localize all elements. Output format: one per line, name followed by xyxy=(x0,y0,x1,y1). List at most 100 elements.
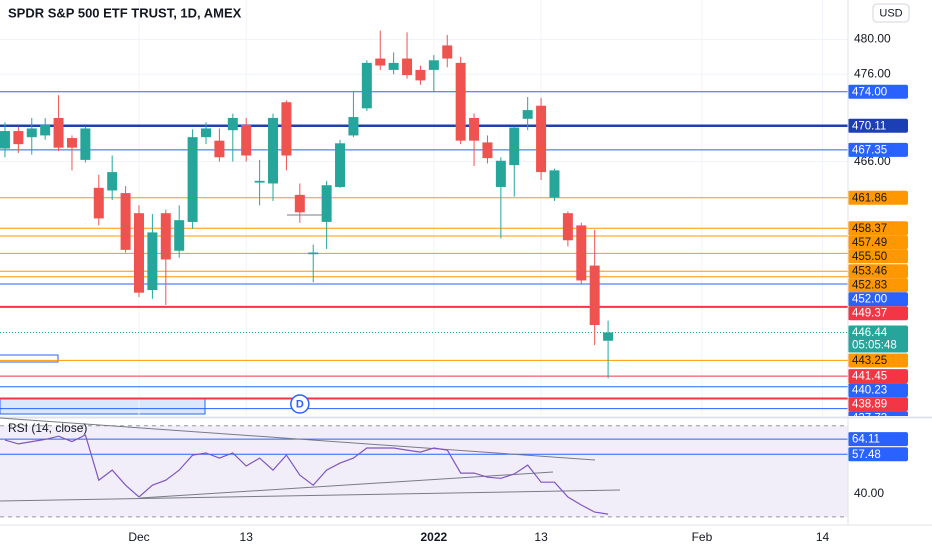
level-label: 57.48 xyxy=(852,449,881,461)
level-label: 470.11 xyxy=(852,120,886,132)
level-label-box xyxy=(848,353,908,368)
level-label-box xyxy=(848,447,908,462)
candle-body xyxy=(40,124,51,136)
currency-button[interactable] xyxy=(872,3,910,23)
y-tick-label: 466.00 xyxy=(854,154,891,168)
level-label: 474.00 xyxy=(852,86,887,98)
x-tick-label: Dec xyxy=(128,530,149,544)
level-label: 449.37 xyxy=(852,308,887,320)
candle-body xyxy=(174,220,185,251)
level-label: 453.46 xyxy=(852,266,887,278)
candle-body xyxy=(80,128,91,160)
candle-body xyxy=(294,194,305,213)
level-label-box xyxy=(848,264,908,279)
candle-body xyxy=(321,185,332,222)
candle-body xyxy=(348,117,359,136)
drawing-trendline xyxy=(0,489,621,502)
candle-body xyxy=(442,45,453,59)
drawing-rectangle xyxy=(0,354,59,363)
candle-body xyxy=(268,117,279,184)
level-label-box xyxy=(848,235,908,250)
level-label-box xyxy=(848,84,908,99)
level-label: 443.25 xyxy=(852,355,887,367)
level-label: 452.00 xyxy=(852,294,887,306)
level-label: 452.83 xyxy=(852,280,887,292)
level-label-box xyxy=(848,397,908,412)
candle-body xyxy=(576,225,587,281)
pane-cover xyxy=(0,416,932,550)
dividend-marker-label: D xyxy=(296,398,304,410)
candle-body xyxy=(201,128,212,138)
x-tick-label: Feb xyxy=(692,530,713,544)
candle-body xyxy=(281,102,292,156)
level-label-box xyxy=(848,118,908,133)
level-label: 458.37 xyxy=(852,223,887,235)
candle-body xyxy=(0,131,10,149)
level-label: 467.35 xyxy=(852,144,887,156)
candle-body xyxy=(495,160,506,187)
candle-body xyxy=(589,265,600,326)
candle-body xyxy=(133,213,144,293)
candle-body xyxy=(26,128,37,138)
countdown-label: 05:05:48 xyxy=(852,340,897,352)
candle-body xyxy=(402,58,413,76)
y-tick-label: 480.00 xyxy=(854,31,891,45)
x-tick-label: 13 xyxy=(534,530,548,544)
candle-body xyxy=(562,213,573,241)
drawing-trendline xyxy=(0,417,596,461)
level-label: 438.89 xyxy=(852,399,887,411)
candle-body xyxy=(160,213,171,260)
level-label-box xyxy=(848,190,908,205)
level-label-box xyxy=(848,306,908,321)
level-label-box xyxy=(848,369,908,384)
dividend-marker xyxy=(290,394,310,414)
level-label-box xyxy=(848,278,908,293)
x-tick-label: 13 xyxy=(240,530,254,544)
level-label: 441.45 xyxy=(852,371,887,383)
candle-body xyxy=(308,252,319,255)
candle-body xyxy=(93,187,104,219)
currency-label[interactable]: USD xyxy=(879,7,902,19)
candle-body xyxy=(147,232,158,291)
candle-body xyxy=(509,127,520,166)
candle-body xyxy=(549,170,560,198)
candle-body xyxy=(335,143,346,187)
candle-body xyxy=(66,138,77,148)
level-label-box xyxy=(848,221,908,236)
level-label-box xyxy=(848,292,908,307)
last-price-box xyxy=(848,325,908,353)
candle-body xyxy=(469,117,480,141)
candle-body xyxy=(455,62,466,141)
level-label-box xyxy=(848,383,908,398)
level-label-box xyxy=(848,142,908,157)
rsi-band-fill xyxy=(0,425,848,517)
drawing-rectangle xyxy=(0,397,206,415)
candle-body xyxy=(120,193,131,250)
level-label: 457.49 xyxy=(852,237,887,249)
last-price-label: 446.44 xyxy=(852,327,888,339)
overlay: SPDR S&P 500 ETF TRUST, 1D, AMEX USD Dec… xyxy=(8,3,910,544)
y-tick-label: 40.00 xyxy=(854,486,884,500)
candle-body xyxy=(428,60,439,70)
x-tick-label: 14 xyxy=(816,530,830,544)
candle-body xyxy=(13,131,24,145)
candle-body xyxy=(214,140,225,158)
candle-body xyxy=(53,117,64,148)
level-label-box xyxy=(848,432,908,447)
level-label: 455.50 xyxy=(852,251,887,263)
level-label: 64.11 xyxy=(852,434,880,446)
rsi-line xyxy=(4,434,609,515)
candle-body xyxy=(361,62,372,109)
candle-body xyxy=(522,110,533,119)
candle-body xyxy=(482,142,493,159)
candle-body xyxy=(603,332,614,341)
indicator-title: RSI (14, close) xyxy=(8,421,87,435)
x-tick-label: 2022 xyxy=(420,530,447,544)
candle-body xyxy=(107,172,118,191)
candle-body xyxy=(388,62,399,70)
level-label: 461.86 xyxy=(852,192,887,204)
symbol-title: SPDR S&P 500 ETF TRUST, 1D, AMEX xyxy=(8,5,242,20)
candle-body xyxy=(536,105,547,173)
